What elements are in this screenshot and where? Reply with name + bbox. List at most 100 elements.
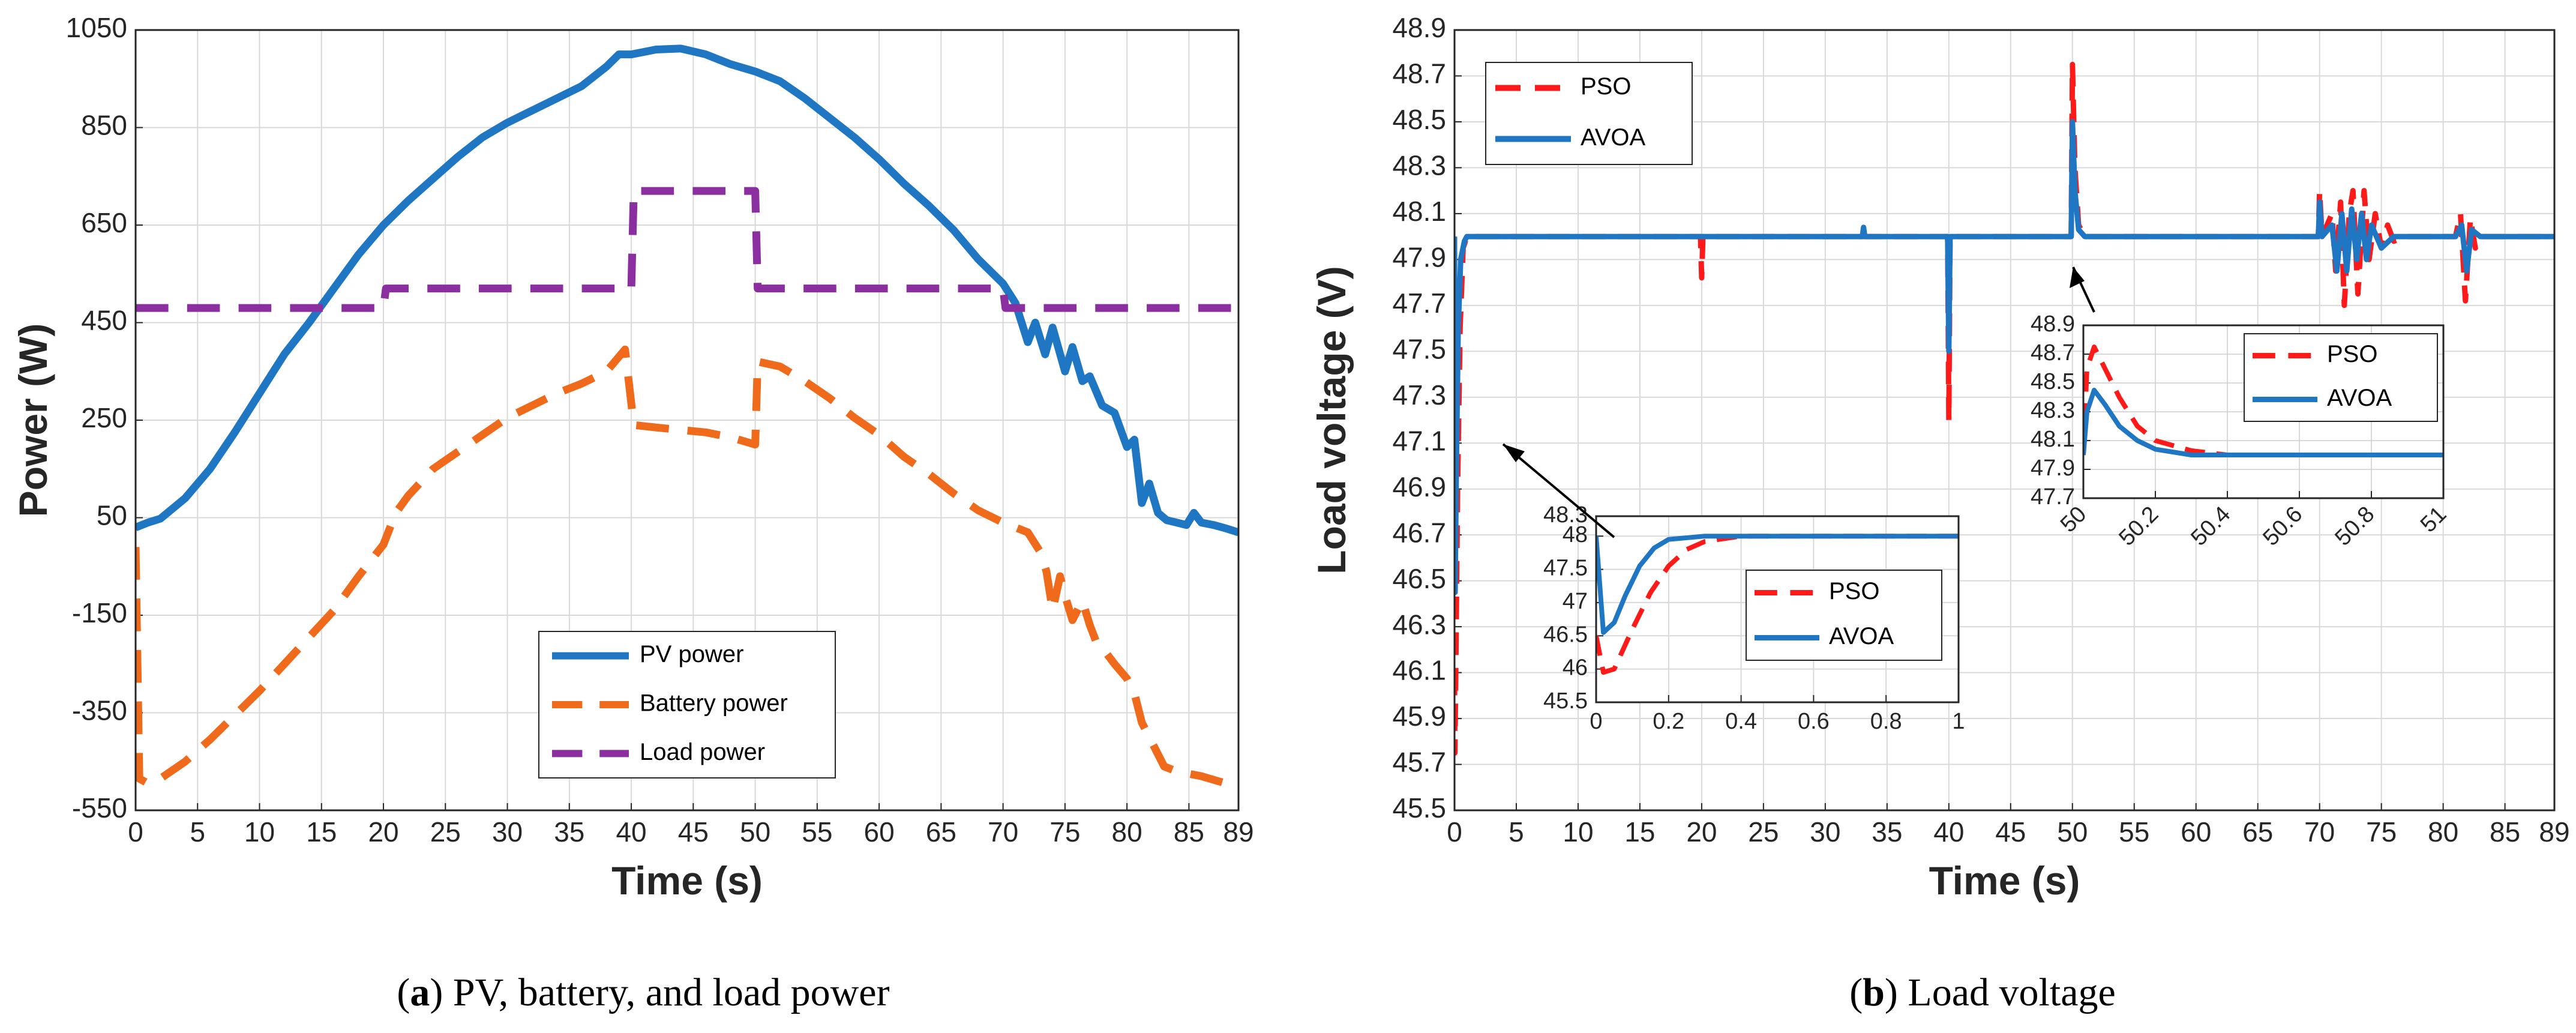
b-tick-label-y: 45.7 <box>1392 747 1446 778</box>
b-tick-label-y: 45.9 <box>1392 700 1446 732</box>
a-legend: PV power Battery power Load power <box>538 631 836 779</box>
inset1-tick-label-x: 0.8 <box>1870 709 1902 734</box>
a-tick-label-y: 850 <box>81 110 127 141</box>
b-tick-label-x: 40 <box>1933 816 1964 848</box>
a-tick-label-x: 25 <box>430 816 461 848</box>
b-tick-label-y: 45.5 <box>1392 792 1446 824</box>
arrow-to-trace <box>1502 443 1615 538</box>
inset1-legend-label-avoa: AVOA <box>1829 623 1894 649</box>
arrow-head-trace <box>1503 444 1525 462</box>
inset1-tick-label-y: 45.5 <box>1543 688 1588 714</box>
b-tick-label-y: 47.7 <box>1392 288 1446 319</box>
a-legend-label-battery-power: Battery power <box>640 690 788 717</box>
inset2-series-pso <box>2083 345 2443 457</box>
a-axes-frame <box>134 29 1240 812</box>
inset1-tick-label-x: 1 <box>1952 709 1965 734</box>
a-tick-label-x: 35 <box>554 816 584 848</box>
a-tick-label-x: 55 <box>802 816 832 848</box>
b-tick-label-y: 46.3 <box>1392 609 1446 640</box>
b-tick-label-x: 80 <box>2428 816 2458 848</box>
b-legend-label-pso: PSO <box>1581 73 1631 100</box>
b-tick-label-x: 70 <box>2304 816 2335 848</box>
b-tick-label-y: 48.7 <box>1392 58 1446 89</box>
b-legend-box <box>1485 62 1693 165</box>
a-tick-label-x: 45 <box>678 816 709 848</box>
b-tick-label-y: 46.9 <box>1392 471 1446 502</box>
b-tick-label-y: 48.3 <box>1392 150 1446 181</box>
a-tick-label-y: -350 <box>72 695 127 726</box>
a-tick-label-y: 1050 <box>66 12 127 43</box>
b-series-avoa <box>1455 119 2554 595</box>
chart-panel-b: 0 5 10 15 20 25 30 35 40 45 50 55 60 65 70 75 80 85 8945.5… <box>1309 12 2570 903</box>
b-tick-label-y: 46.1 <box>1392 655 1446 686</box>
b-axes-frame <box>1453 29 2556 812</box>
b-tick-label-y: 48.5 <box>1392 104 1446 135</box>
a-tick-label-x: 20 <box>368 816 398 848</box>
a-series-battery-power <box>136 345 1238 792</box>
b-x-axis-label: Time (s) <box>1929 858 2080 903</box>
caption-a-letter: a <box>410 971 430 1014</box>
a-tick-label-y: 250 <box>81 402 127 433</box>
inset2-legend-label-avoa: AVOA <box>2327 385 2392 411</box>
b-tick-label-y: 47.3 <box>1392 379 1446 411</box>
chart-panel-a: 0 5 10 15 20 25 30 35 40 45 50 55 60 65 70 75 80 85 89 -550… <box>11 12 1254 903</box>
a-tick-label-y: -550 <box>72 792 127 824</box>
b-tick-label-x: 20 <box>1686 816 1717 848</box>
b-tick-label-x: 50 <box>2057 816 2088 848</box>
b-tick-label-x: 15 <box>1624 816 1655 848</box>
caption-b-text: Load voltage <box>1908 971 2115 1014</box>
inset1-series-avoa <box>1596 534 1959 635</box>
caption-b: (b) Load voltage <box>1849 971 2116 1014</box>
inset1-legend-box <box>1746 570 1942 661</box>
inset1-tick-label-x: 0.6 <box>1798 709 1830 734</box>
inset2-legend-box <box>2244 333 2438 422</box>
b-tick-label-x: 89 <box>2539 816 2569 848</box>
inset2-tick-label-y: 48.7 <box>2031 340 2075 366</box>
inset1-tick-label-y: 48.3 <box>1543 502 1588 528</box>
inset1-tick-label-y: 48 <box>1563 522 1588 547</box>
b-tick-label-x: 85 <box>2490 816 2520 848</box>
b-y-axis-label: Load voltage (V) <box>1309 266 1354 574</box>
inset2-tick-label-y: 47.7 <box>2031 484 2075 510</box>
inset2-legend-label-pso: PSO <box>2327 341 2377 367</box>
inset1-tick-label-y: 46.5 <box>1543 622 1588 647</box>
b-tick-label-x: 45 <box>1995 816 2026 848</box>
a-legend-label-load-power: Load power <box>640 739 765 765</box>
b-tick-label-y: 48.9 <box>1392 12 1446 43</box>
b-legend-label-avoa: AVOA <box>1581 124 1646 151</box>
inset2-frame <box>2082 324 2445 499</box>
inset1-series-pso <box>1596 534 1959 675</box>
b-tick-label-y: 47.1 <box>1392 425 1446 456</box>
a-tick-label-x: 75 <box>1049 816 1080 848</box>
inset1-frame <box>1595 515 1960 703</box>
inset2-tick-label-y: 47.9 <box>2031 456 2075 481</box>
a-tick-label-y: 650 <box>81 207 127 238</box>
caption-b-letter: b <box>1863 971 1885 1014</box>
a-series-group <box>136 44 1238 792</box>
inset1-tick-label-x: 0.2 <box>1653 709 1684 734</box>
b-tick-label-y: 46.7 <box>1392 517 1446 548</box>
a-series-pv-power <box>136 44 1238 537</box>
inset1-tick-label-y: 47 <box>1563 589 1588 614</box>
a-tick-label-x: 70 <box>988 816 1018 848</box>
inset2-tick-label-y: 48.1 <box>2031 427 2075 452</box>
inset2-tick-label-y: 48.9 <box>2031 312 2075 337</box>
a-tick-label-x: 15 <box>306 816 337 848</box>
b-tick-label-x: 30 <box>1810 816 1840 848</box>
inset2-tick-label-y: 48.3 <box>2031 398 2075 423</box>
b-tick-label-y: 47.9 <box>1392 242 1446 273</box>
b-legend: PSO AVOA <box>1485 62 1693 165</box>
caption-a: (a) PV, battery, and load power <box>397 971 889 1014</box>
inset2-legend: PSO AVOA <box>2244 333 2438 422</box>
a-tick-label-y: 450 <box>81 305 127 336</box>
inset1-legend-label-pso: PSO <box>1829 578 1879 604</box>
b-tick-label-y: 48.1 <box>1392 196 1446 227</box>
b-tick-label-y: 46.5 <box>1392 563 1446 594</box>
b-tick-label-x: 5 <box>1509 816 1524 848</box>
a-tick-label-x: 0 <box>128 816 143 848</box>
a-x-axis-label: Time (s) <box>611 858 763 903</box>
b-tick-label-x: 0 <box>1447 816 1462 848</box>
arrow-head-inset2 <box>2070 267 2085 288</box>
